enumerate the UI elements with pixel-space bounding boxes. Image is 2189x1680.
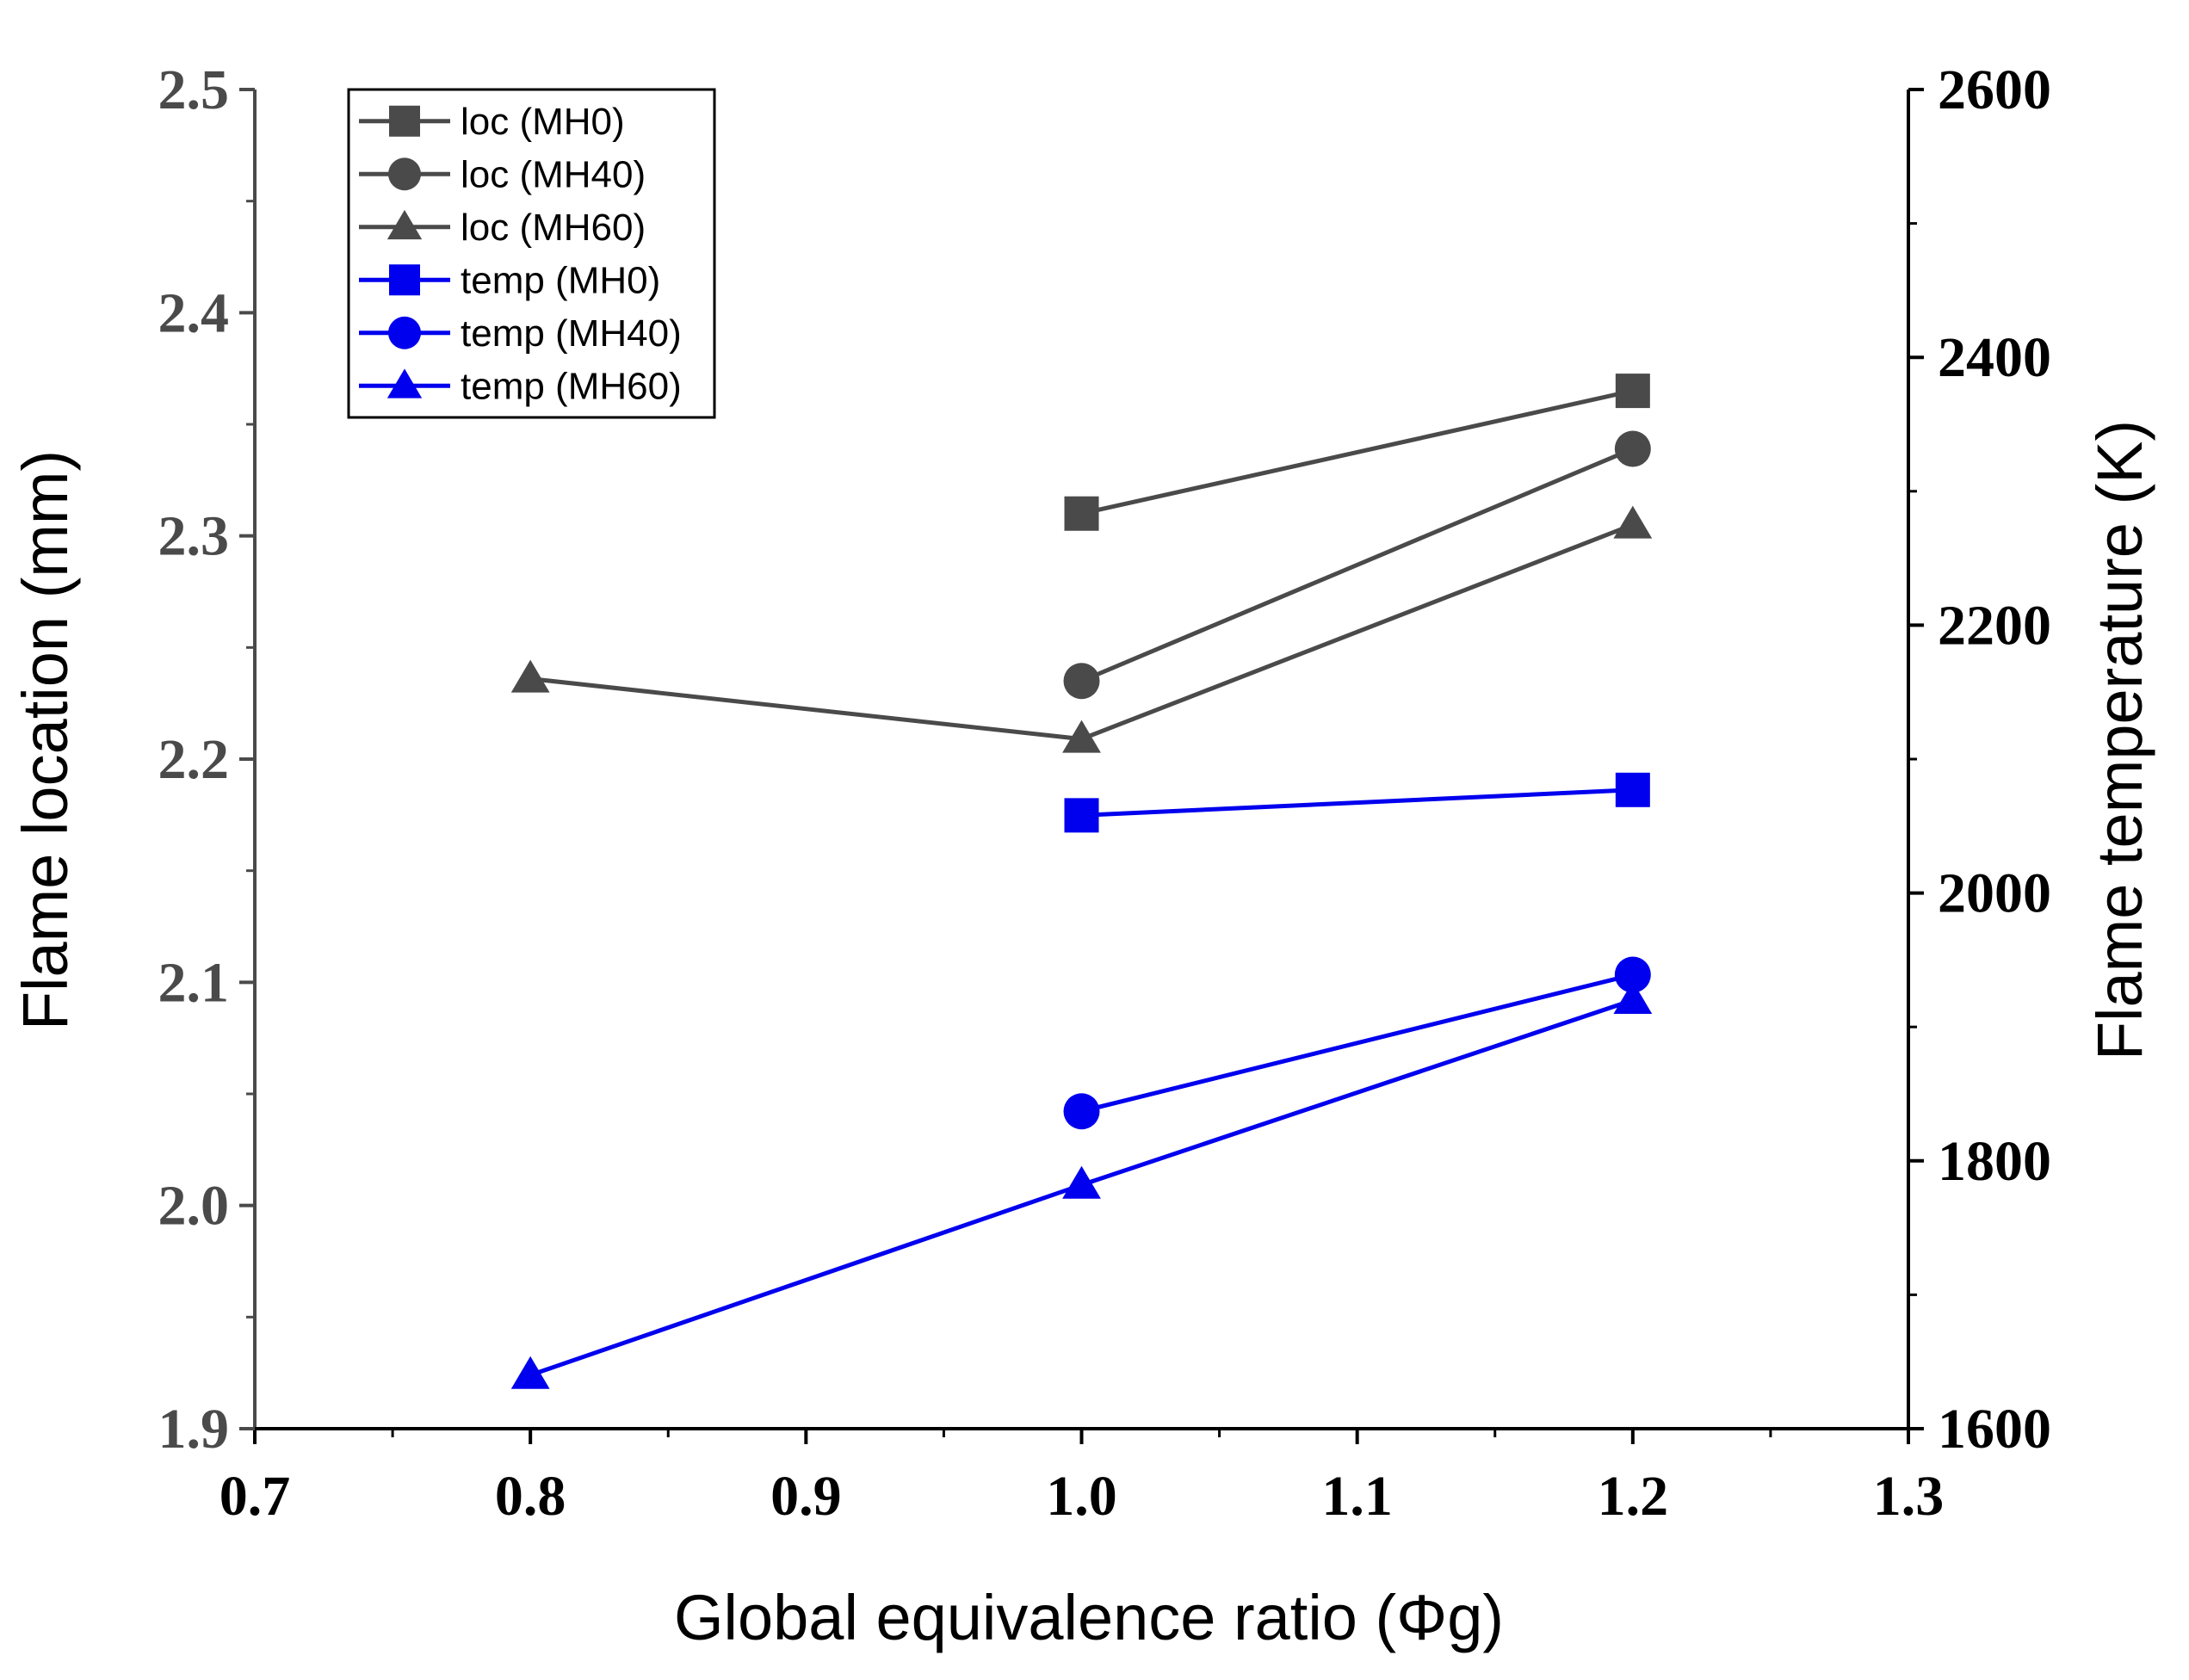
x-tick-label: 1.0 <box>1046 1465 1117 1528</box>
series-2 <box>510 505 1653 753</box>
y-right-tick-label: 2400 <box>1938 326 2051 389</box>
data-point <box>510 1356 550 1389</box>
data-point <box>1613 505 1653 539</box>
data-point <box>1615 374 1650 409</box>
legend-item: temp (MH0) <box>359 259 660 301</box>
series-3 <box>1064 772 1650 833</box>
y-left-tick-label: 2.5 <box>158 59 230 121</box>
y-right-tick-label: 1800 <box>1938 1130 2051 1193</box>
x-axis-title: Global equivalence ratio (Φg) <box>674 1582 1504 1653</box>
x-tick-label: 1.1 <box>1321 1465 1393 1528</box>
y-right-tick-label: 2200 <box>1938 594 2051 657</box>
data-point <box>1064 496 1099 531</box>
data-point <box>1614 430 1651 467</box>
series-group <box>510 374 1653 1389</box>
series-4 <box>1063 956 1651 1130</box>
legend-label: temp (MH60) <box>461 365 682 407</box>
legend: loc (MH0) loc (MH40) loc (MH60) temp (MH0) t… <box>347 88 716 419</box>
y-left-tick-label: 2.2 <box>158 728 230 791</box>
legend-label: loc (MH0) <box>461 101 625 143</box>
data-point <box>1062 1165 1101 1199</box>
y-right-axis-title: Flame temperature (K) <box>2084 420 2155 1060</box>
legend-marker <box>386 368 423 398</box>
data-point <box>1062 720 1101 753</box>
axes-group: 0.7 0.8 0.9 1.0 1.1 1.2 1.3 1.9 2.0 2.1 2.2 2.3 2.4 2… <box>158 59 2052 1528</box>
data-point <box>510 659 550 693</box>
y-right-tick-label: 1600 <box>1938 1398 2051 1461</box>
series-5 <box>510 981 1653 1389</box>
y-left-axis-title: Flame location (mm) <box>9 450 81 1030</box>
y-right-tick-label: 2000 <box>1938 862 2051 925</box>
x-tick-label: 0.7 <box>220 1465 291 1528</box>
legend-label: temp (MH0) <box>461 259 660 301</box>
y-left-tick-label: 2.4 <box>158 281 230 344</box>
legend-label: loc (MH60) <box>461 207 646 249</box>
data-point <box>1063 1093 1100 1130</box>
x-tick-label: 1.3 <box>1873 1465 1945 1528</box>
legend-marker <box>386 209 423 240</box>
series-line <box>1081 788 1633 818</box>
series-line <box>529 522 1634 742</box>
data-point <box>1614 956 1651 993</box>
y-left-tick-label: 2.0 <box>158 1175 230 1238</box>
y-left-tick-label: 2.3 <box>158 505 230 568</box>
series-0 <box>1064 374 1650 531</box>
legend-label: temp (MH40) <box>461 312 682 355</box>
legend-box <box>347 88 716 419</box>
data-point <box>1063 663 1100 700</box>
series-line <box>1080 447 1634 683</box>
series-line <box>1080 973 1634 1114</box>
y-left-tick-label: 2.1 <box>158 951 230 1014</box>
y-left-tick-label: 1.9 <box>158 1398 230 1461</box>
legend-item: loc (MH0) <box>359 101 625 143</box>
legend-item: loc (MH60) <box>359 207 646 249</box>
x-tick-label: 1.2 <box>1598 1465 1669 1528</box>
legend-marker <box>388 316 421 349</box>
y-right-tick-label: 2600 <box>1938 59 2051 121</box>
legend-item: temp (MH60) <box>359 365 682 407</box>
legend-marker <box>388 158 421 191</box>
data-point <box>1613 981 1653 1015</box>
legend-item: temp (MH40) <box>359 312 682 355</box>
x-tick-label: 0.8 <box>495 1465 566 1528</box>
legend-label: loc (MH40) <box>461 153 646 195</box>
legend-marker <box>389 264 420 296</box>
series-1 <box>1063 430 1651 700</box>
x-tick-label: 0.9 <box>770 1465 842 1528</box>
legend-item: loc (MH40) <box>359 153 646 195</box>
data-point <box>1615 772 1650 807</box>
legend-marker <box>389 105 420 137</box>
series-line <box>1080 388 1634 516</box>
data-point <box>1064 798 1099 833</box>
